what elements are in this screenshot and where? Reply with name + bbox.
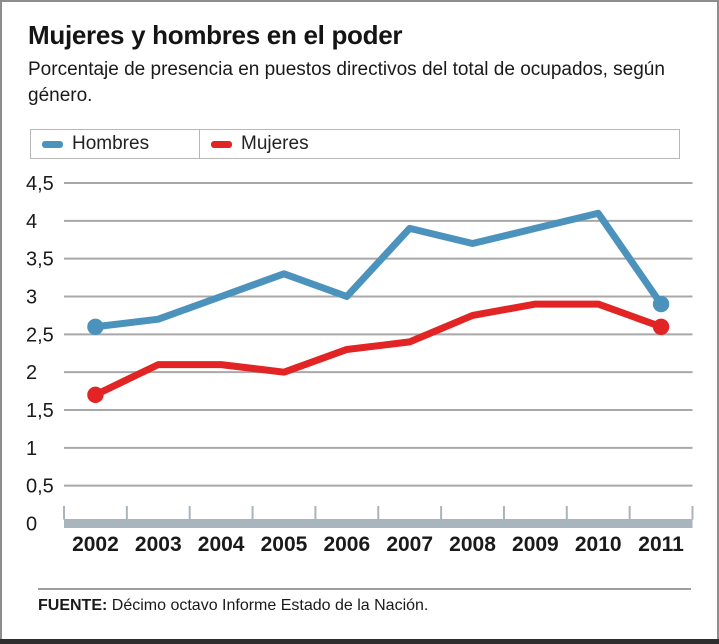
y-tick-label: 2,5 (26, 324, 54, 346)
y-tick-label: 1 (26, 438, 37, 460)
x-tick-label: 2007 (386, 533, 433, 556)
source-divider (38, 588, 691, 590)
legend-swatch-hombres (42, 140, 63, 148)
y-tick-label: 1,5 (26, 400, 54, 422)
hombres-line-series (87, 209, 670, 335)
x-tick-label: 2006 (323, 533, 370, 556)
x-tick-label: 2002 (72, 533, 119, 556)
x-axis-labels: 2002 2003 2004 2005 2006 2007 2008 2009 2010 2011 (72, 533, 684, 556)
legend-item-hombres: Hombres (31, 130, 200, 158)
frame-border-right (717, 0, 719, 644)
mujeres-line-series (87, 300, 670, 404)
y-tick-label: 4 (26, 211, 37, 233)
mujeres-endpoint-marker (652, 318, 670, 335)
frame-border-top (0, 0, 719, 2)
hombres-endpoint-marker (652, 295, 670, 313)
x-tick-label: 2004 (198, 533, 245, 556)
chart-legend: Hombres Mujeres (30, 129, 680, 159)
x-tick-label: 2008 (449, 533, 496, 556)
legend-label-hombres: Hombres (72, 133, 150, 154)
y-axis-labels: 0 0,5 1 1,5 2 2,5 3 3,5 4 4,5 (26, 173, 54, 536)
mujeres-line (91, 300, 665, 399)
y-tick-label: 2 (26, 362, 37, 384)
frame-border-bottom (0, 639, 719, 644)
gridlines (64, 182, 693, 487)
y-tick-label: 3,5 (26, 249, 54, 271)
source-text: Décimo octavo Informe Estado de la Nació… (107, 597, 429, 614)
x-tick-label: 2005 (261, 533, 308, 556)
chart-subtitle: Porcentaje de presencia en puestos direc… (28, 59, 665, 106)
x-axis-ticks (63, 506, 694, 520)
y-tick-label: 0 (26, 514, 37, 536)
y-tick-label: 0,5 (26, 476, 54, 498)
source-label: FUENTE: (38, 597, 108, 614)
source-note: FUENTE: Décimo octavo Informe Estado de … (38, 597, 428, 615)
hombres-line (91, 209, 665, 331)
legend-label-mujeres: Mujeres (241, 133, 309, 154)
x-tick-label: 2009 (512, 533, 559, 556)
x-tick-label: 2010 (575, 533, 622, 556)
page-title: Mujeres y hombres en el poder (28, 20, 403, 50)
y-tick-label: 3 (26, 287, 37, 309)
x-tick-label: 2011 (638, 533, 684, 556)
y-tick-label: 4,5 (26, 173, 54, 195)
mujeres-endpoint-marker (87, 386, 104, 404)
legend-swatch-mujeres (211, 140, 232, 148)
x-axis-baseline (64, 519, 693, 528)
x-tick-label: 2003 (135, 533, 182, 556)
frame-border-left (0, 0, 2, 644)
hombres-endpoint-marker (87, 318, 104, 335)
legend-item-mujeres: Mujeres (200, 130, 309, 158)
